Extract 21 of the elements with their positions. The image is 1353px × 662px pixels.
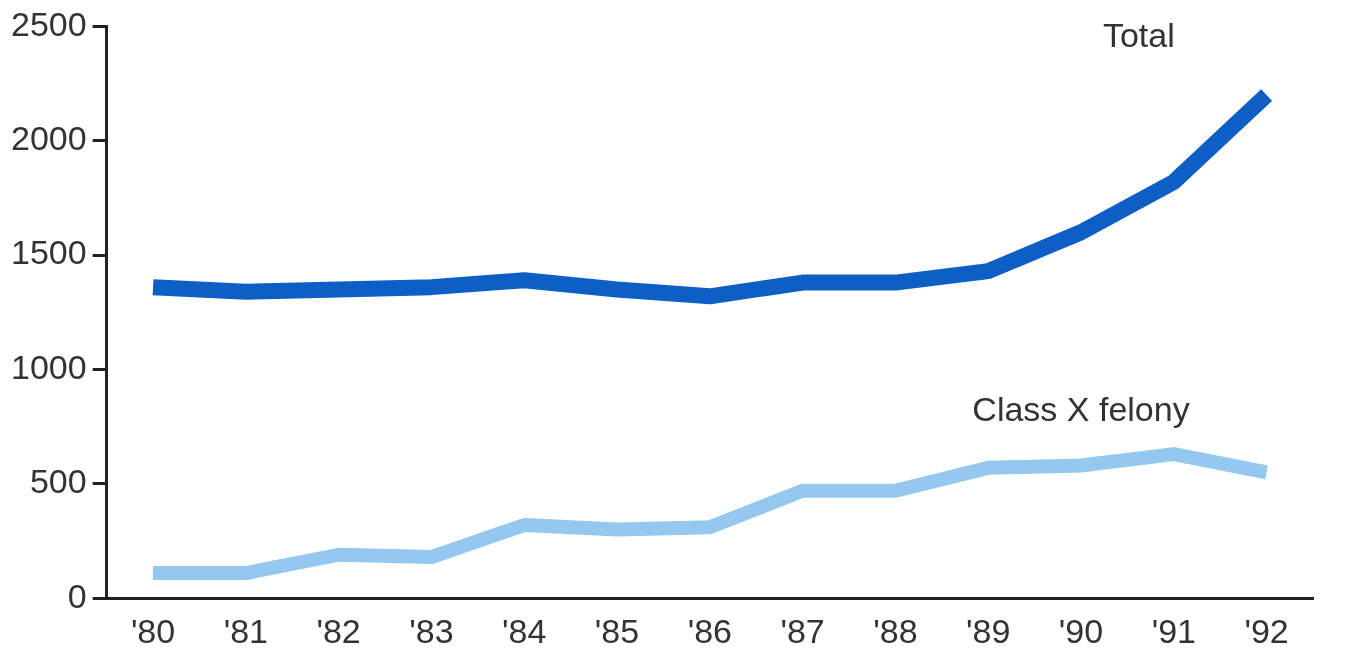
- series-label: Class X felony: [972, 390, 1190, 429]
- y-tick-label: 1000: [11, 347, 87, 386]
- text: Total: [1102, 16, 1175, 55]
- x-tick-label: '86: [687, 611, 732, 650]
- x-tick-label: '89: [966, 611, 1011, 650]
- x-tick-label: '85: [594, 611, 640, 650]
- x-tick-label: '88: [873, 611, 918, 650]
- x-tick-label: '87: [780, 611, 825, 650]
- x-tick-label: '84: [502, 611, 547, 650]
- y-tick-label: 1500: [11, 233, 87, 272]
- y-tick-label: 2000: [11, 119, 87, 158]
- x-tick-label: '92: [1244, 611, 1289, 650]
- x-tick-label: '82: [316, 611, 361, 650]
- x-tick-label: '83: [409, 611, 454, 650]
- y-tick-label: 0: [67, 576, 87, 615]
- x-tick-label: '91: [1151, 611, 1196, 650]
- x-tick-label: '90: [1058, 611, 1104, 650]
- x-tick-label: '80: [130, 611, 176, 650]
- y-tick-label: 2500: [11, 4, 87, 43]
- x-tick-label: '81: [223, 611, 268, 650]
- y-tick-label: 500: [29, 462, 87, 501]
